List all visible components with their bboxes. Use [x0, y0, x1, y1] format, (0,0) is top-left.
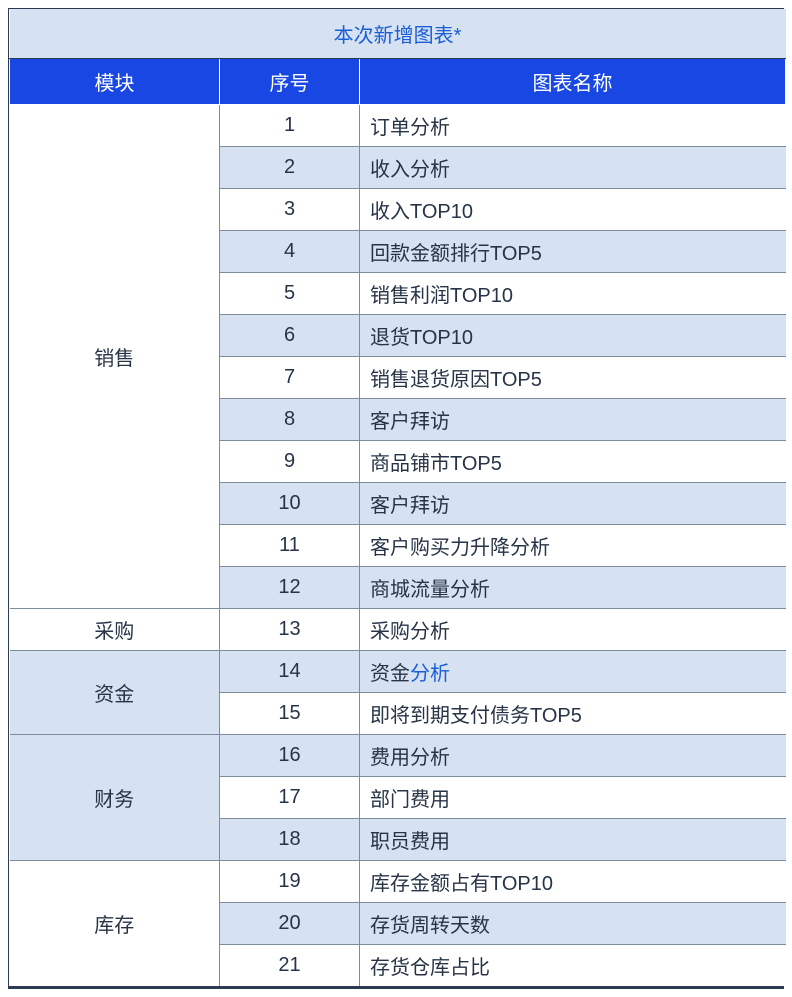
seq-cell: 8 [220, 399, 360, 441]
name-cell: 收入TOP10 [360, 189, 786, 231]
seq-cell: 15 [220, 693, 360, 735]
name-cell: 客户购买力升降分析 [360, 525, 786, 567]
name-link: 分析 [410, 663, 450, 685]
name-cell: 存货周转天数 [360, 903, 786, 945]
col-header-module: 模块 [10, 59, 220, 105]
name-cell: 商品铺市TOP5 [360, 441, 786, 483]
module-cell: 库存 [10, 861, 220, 987]
name-cell: 库存金额占有TOP10 [360, 861, 786, 903]
seq-cell: 2 [220, 147, 360, 189]
seq-cell: 21 [220, 945, 360, 987]
seq-cell: 13 [220, 609, 360, 651]
name-cell: 退货TOP10 [360, 315, 786, 357]
name-cell: 存货仓库占比 [360, 945, 786, 987]
seq-cell: 1 [220, 105, 360, 147]
table-row: 采购13采购分析 [10, 609, 786, 651]
name-cell: 销售利润TOP10 [360, 273, 786, 315]
module-cell: 财务 [10, 735, 220, 861]
module-cell: 资金 [10, 651, 220, 735]
seq-cell: 17 [220, 777, 360, 819]
table-row: 销售1订单分析 [10, 105, 786, 147]
name-cell: 采购分析 [360, 609, 786, 651]
seq-cell: 14 [220, 651, 360, 693]
name-cell: 职员费用 [360, 819, 786, 861]
module-cell: 采购 [10, 609, 220, 651]
seq-cell: 4 [220, 231, 360, 273]
name-cell: 回款金额排行TOP5 [360, 231, 786, 273]
name-cell: 资金分析 [360, 651, 786, 693]
col-header-name: 图表名称 [360, 59, 786, 105]
seq-cell: 20 [220, 903, 360, 945]
name-cell: 费用分析 [360, 735, 786, 777]
name-cell: 部门费用 [360, 777, 786, 819]
chart-list-table: 本次新增图表* 模块 序号 图表名称 销售1订单分析2收入分析3收入TOP104… [8, 8, 784, 989]
seq-cell: 7 [220, 357, 360, 399]
seq-cell: 9 [220, 441, 360, 483]
seq-cell: 19 [220, 861, 360, 903]
name-cell: 商城流量分析 [360, 567, 786, 609]
name-text: 资金 [370, 663, 410, 685]
seq-cell: 12 [220, 567, 360, 609]
seq-cell: 6 [220, 315, 360, 357]
name-cell: 销售退货原因TOP5 [360, 357, 786, 399]
seq-cell: 10 [220, 483, 360, 525]
seq-cell: 16 [220, 735, 360, 777]
name-cell: 订单分析 [360, 105, 786, 147]
seq-cell: 18 [220, 819, 360, 861]
seq-cell: 11 [220, 525, 360, 567]
name-cell: 收入分析 [360, 147, 786, 189]
module-cell: 销售 [10, 105, 220, 609]
seq-cell: 5 [220, 273, 360, 315]
name-cell: 客户拜访 [360, 399, 786, 441]
col-header-seq: 序号 [220, 59, 360, 105]
seq-cell: 3 [220, 189, 360, 231]
table-title: 本次新增图表* [10, 9, 786, 59]
table-row: 资金 14资金分析 [10, 651, 786, 693]
table-row: 财务16费用分析 [10, 735, 786, 777]
table-row: 库存19库存金额占有TOP10 [10, 861, 786, 903]
name-cell: 即将到期支付债务TOP5 [360, 693, 786, 735]
name-cell: 客户拜访 [360, 483, 786, 525]
